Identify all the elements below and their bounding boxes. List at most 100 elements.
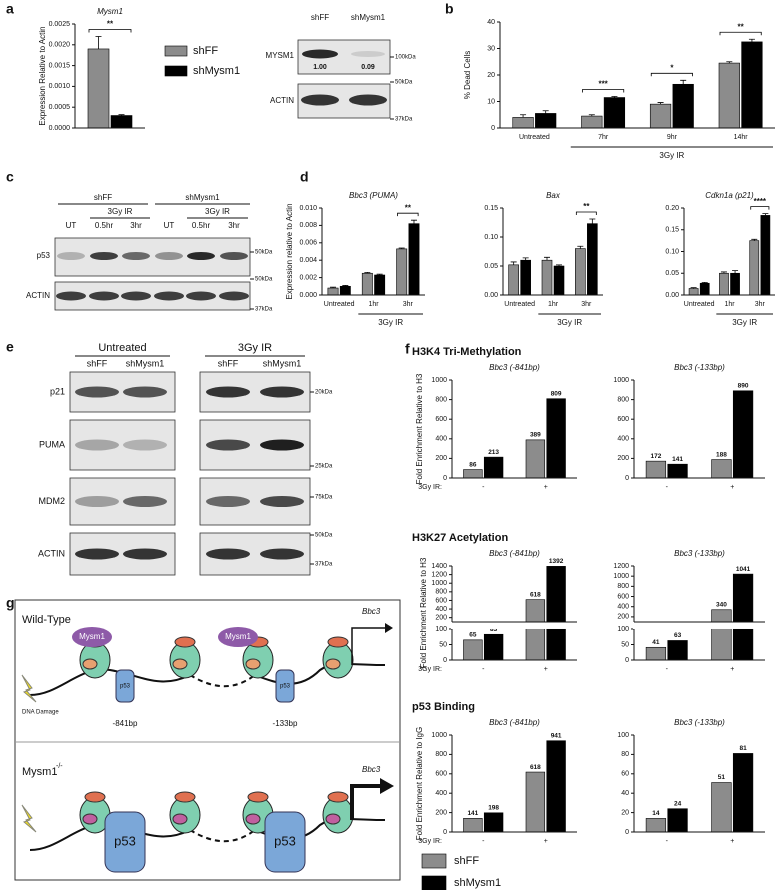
x-tick-label: 14hr (734, 134, 749, 141)
section-label: Wild-Type (22, 614, 71, 626)
y-tick-label: 400 (617, 604, 629, 611)
lane-label: 3hr (130, 221, 142, 230)
y-tick-label: 0.00 (665, 292, 679, 299)
x-tick-label: - (482, 666, 485, 673)
marker-label: 50kDa (255, 250, 273, 256)
y-tick-label: 400 (435, 436, 447, 443)
data-label: 213 (488, 449, 499, 456)
y-tick-label: 1200 (613, 563, 629, 570)
lane-label: shFF (87, 358, 108, 368)
y-tick-label: 0.002 (299, 274, 317, 281)
legend-swatch (421, 853, 447, 869)
row-label: PUMA (39, 439, 65, 449)
significance-bracket (88, 29, 132, 33)
x-tick-label: 1hr (724, 301, 735, 308)
bar (667, 808, 688, 833)
x-tick-label: 9hr (667, 134, 678, 141)
y-axis-label: Fold Enrichment Relative to H3 (419, 557, 428, 668)
y-tick-label: 30 (487, 45, 495, 52)
y-tick-label: 0 (443, 829, 447, 836)
damage-label: DNA Damage (22, 710, 59, 716)
data-label: 1392 (549, 558, 564, 565)
chart-title: Bbc3 (-841bp) (489, 549, 540, 558)
y-tick-label: 400 (435, 790, 447, 797)
error-bar (589, 218, 596, 224)
blot-band (154, 291, 184, 301)
significance-label: *** (598, 80, 608, 89)
blot-frame (54, 237, 251, 277)
ac-mark (325, 658, 341, 670)
chart-title: Mysm1 (97, 7, 123, 16)
x-tick-label: 3hr (403, 301, 414, 308)
lane-label: shFF (311, 13, 329, 22)
y-tick-label: 0.15 (484, 205, 498, 212)
blot-band (206, 439, 250, 451)
p53-label: p53 (120, 684, 131, 690)
bar (361, 272, 373, 296)
row-label: MDM2 (39, 496, 66, 506)
y-axis-label: % Dead Cells (463, 51, 472, 99)
y-tick-label: 10 (487, 98, 495, 105)
p53 (104, 811, 146, 873)
legend-label: shFF (454, 855, 479, 867)
y-tick-label: 0.10 (665, 248, 679, 255)
y-tick-label: 200 (617, 614, 629, 621)
y-tick-label: 0.008 (299, 222, 317, 229)
blot-band (302, 49, 338, 59)
y-tick-label: 800 (435, 751, 447, 758)
bar (525, 771, 546, 833)
bar (327, 287, 339, 296)
histone-mark (84, 791, 106, 803)
bar (719, 272, 729, 296)
ub-mark (172, 813, 188, 825)
error-bar (342, 285, 349, 287)
bar (603, 97, 626, 129)
lane-label: 0.5hr (95, 221, 114, 230)
blot-band (260, 386, 304, 398)
error-bar (680, 79, 687, 85)
bar (374, 274, 386, 296)
error-bar (542, 110, 549, 114)
error-bar (520, 114, 527, 118)
bar (645, 646, 667, 661)
marker-label: 50kDa (315, 533, 333, 539)
y-tick-label: 0 (625, 829, 629, 836)
y-tick-label: 0.10 (484, 234, 498, 241)
data-label: 941 (551, 732, 562, 739)
panel-label: f (405, 341, 410, 357)
section-label: Mysm1 (22, 766, 57, 778)
p53-label: p53 (114, 833, 136, 848)
blot-band (206, 496, 250, 507)
gene-label: Bbc3 (362, 765, 381, 774)
quantification: 1.00 (313, 64, 327, 71)
y-tick-label: 0 (443, 475, 447, 482)
section-heading: H3K27 Acetylation (412, 532, 508, 544)
x-tick-label: + (730, 666, 734, 673)
group-label: shFF (94, 193, 112, 202)
y-tick-label: 80 (621, 751, 629, 758)
histone-mark (327, 791, 349, 803)
x-tick-label: - (666, 666, 669, 673)
blot-band (75, 496, 119, 507)
bar (508, 264, 519, 296)
x-tick-label: + (544, 666, 548, 673)
y-tick-label: 100 (617, 732, 629, 739)
data-label: 63 (674, 632, 682, 639)
tss-arrow (351, 627, 385, 665)
legend-label: shMysm1 (193, 65, 240, 77)
data-label: 83 (490, 626, 498, 633)
legend-label: shMysm1 (454, 877, 501, 889)
data-label: 65 (469, 632, 477, 639)
bar (699, 282, 710, 296)
marker-label: 50kDa (255, 277, 273, 283)
error-bar (732, 270, 739, 274)
error-bar (762, 213, 769, 216)
blot-band (349, 94, 387, 106)
significance-label: **** (754, 197, 767, 206)
x-tick-label: Untreated (519, 134, 550, 141)
lane-label: shMysm1 (351, 13, 386, 22)
gene-label: Bbc3 (362, 607, 381, 616)
y-tick-label: 400 (617, 436, 629, 443)
blot-band (56, 291, 86, 301)
significance-bracket (575, 211, 597, 216)
